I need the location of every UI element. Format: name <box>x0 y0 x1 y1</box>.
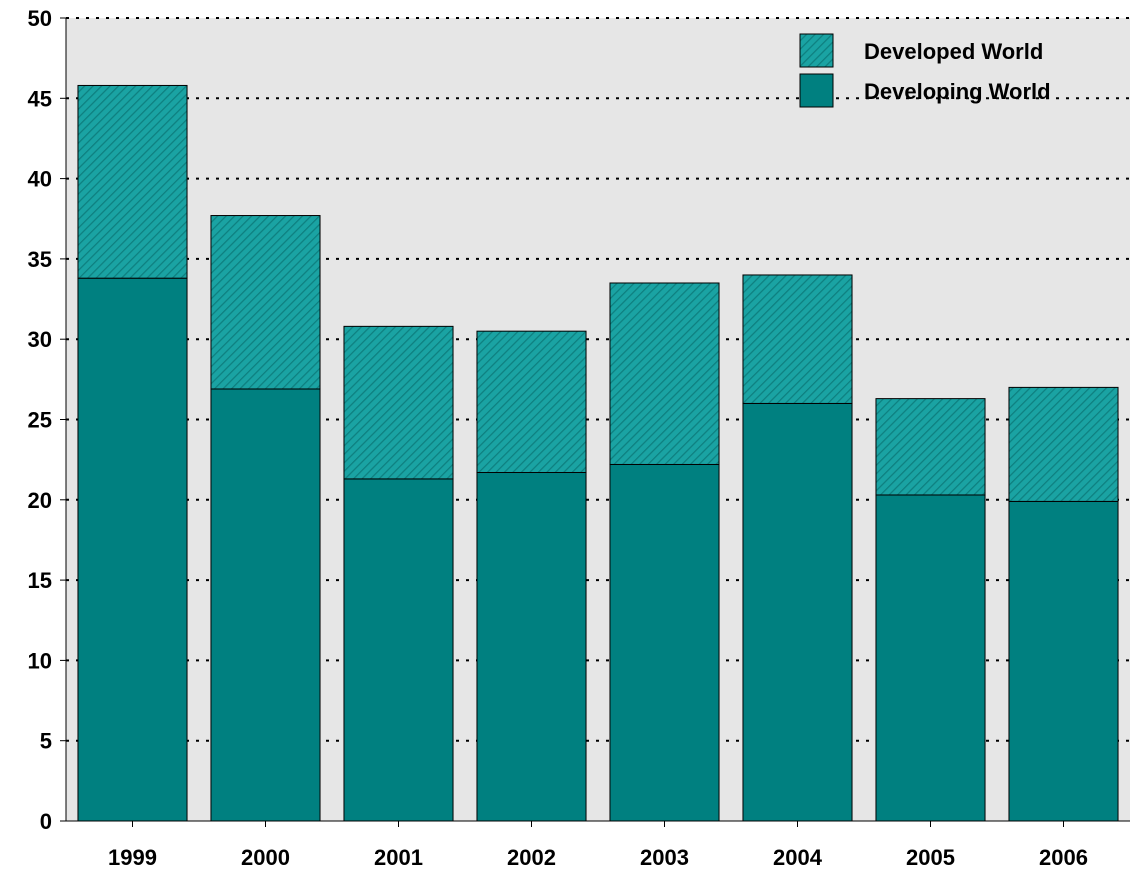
y-tick-label: 30 <box>28 327 52 352</box>
y-tick-labels: 0 5 10 15 20 25 30 35 40 45 50 <box>28 6 66 834</box>
x-tick-label: 2003 <box>640 845 689 870</box>
bar-developed-2001 <box>343 325 454 480</box>
x-tick-label: 2006 <box>1039 845 1088 870</box>
bar-developing-2005 <box>875 494 986 822</box>
bars <box>77 84 1119 822</box>
bar-developing-1999 <box>77 277 188 822</box>
y-tick-label: 45 <box>28 86 52 111</box>
y-tick-label: 40 <box>28 167 52 192</box>
bar-developing-2001 <box>343 478 454 822</box>
bar-developed-2000 <box>210 215 321 390</box>
bar-developed-2003 <box>609 282 720 465</box>
x-tick-labels: 1999 2000 2001 2002 2003 2004 2005 2006 <box>108 821 1088 870</box>
y-tick-label: 0 <box>40 809 52 834</box>
x-tick-label: 1999 <box>108 845 157 870</box>
bar-developing-2002 <box>476 471 587 822</box>
bar-developing-2000 <box>210 388 321 822</box>
legend-label-developing: Developing World <box>864 79 1051 104</box>
bar-developing-2004 <box>742 402 853 822</box>
y-tick-label: 25 <box>28 408 52 433</box>
bar-developed-1999 <box>77 84 188 279</box>
y-tick-label: 20 <box>28 488 52 513</box>
legend: Developed World Developing World <box>799 33 1051 108</box>
y-tick-label: 10 <box>28 648 52 673</box>
x-tick-label: 2002 <box>507 845 556 870</box>
y-tick-label: 35 <box>28 247 52 272</box>
y-tick-label: 15 <box>28 568 52 593</box>
bar-developed-2006 <box>1008 386 1119 502</box>
y-tick-label: 50 <box>28 6 52 31</box>
x-tick-label: 2004 <box>773 845 823 870</box>
bar-developed-2005 <box>875 398 986 496</box>
legend-label-developed: Developed World <box>864 39 1043 64</box>
bar-developing-2003 <box>609 463 720 822</box>
legend-swatch-developing <box>799 73 834 108</box>
bar-developed-2002 <box>476 330 587 473</box>
bar-developing-2006 <box>1008 500 1119 822</box>
x-tick-label: 2005 <box>906 845 955 870</box>
x-tick-label: 2001 <box>374 845 423 870</box>
bar-developed-2004 <box>742 274 853 404</box>
legend-swatch-developed <box>799 33 834 68</box>
y-tick-label: 5 <box>40 729 52 754</box>
grid-lines <box>66 17 1130 742</box>
x-tick-label: 2000 <box>241 845 290 870</box>
